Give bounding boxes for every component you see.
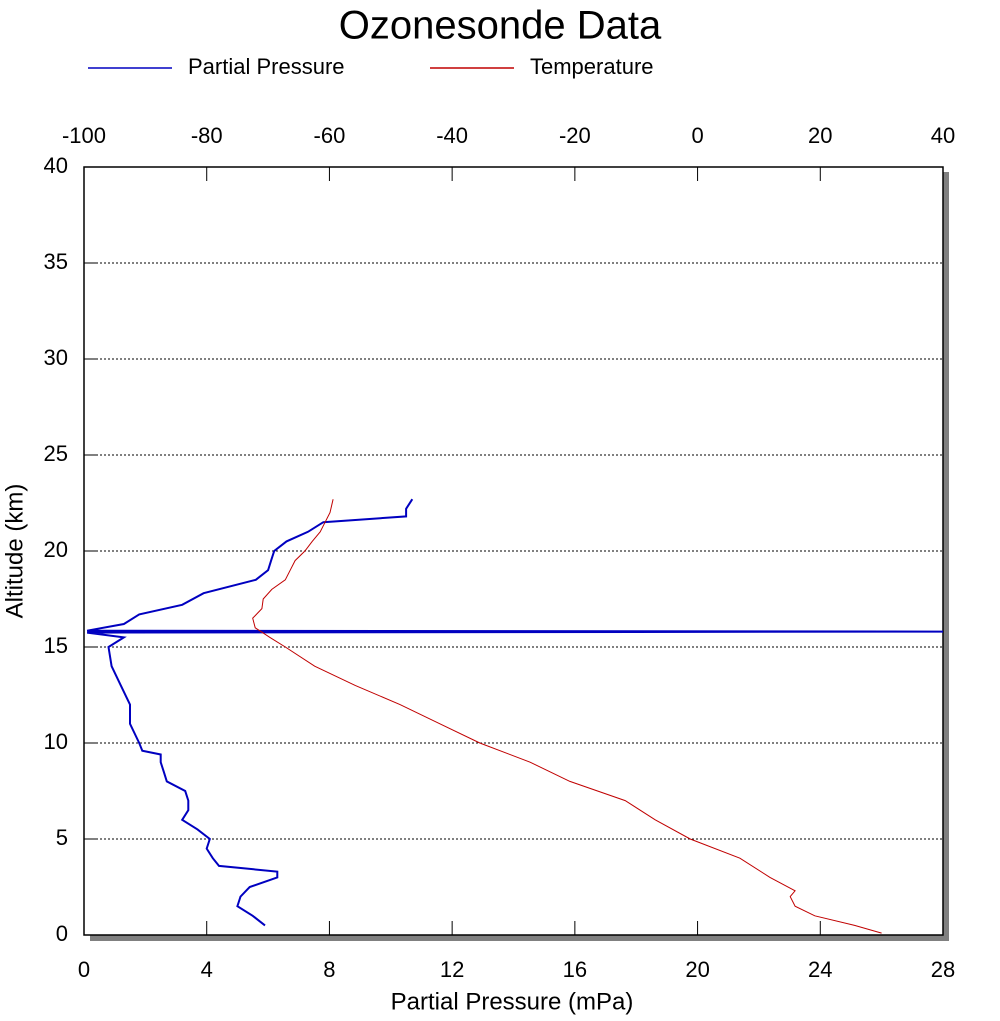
y-tick-label: 5 [56, 825, 68, 850]
x2-tick-label: 20 [808, 123, 832, 148]
x2-tick-label: -80 [191, 123, 223, 148]
data-line [86, 498, 944, 927]
y-axis-label: Altitude (km) [1, 484, 28, 619]
x2-tick-label: -40 [436, 123, 468, 148]
x-tick-label: 16 [563, 957, 587, 982]
y-tick-label: 40 [44, 153, 68, 178]
y-tick-label: 15 [44, 633, 68, 658]
x2-tick-label: 0 [691, 123, 703, 148]
frame-shadow [90, 935, 949, 941]
y-tick-label: 25 [44, 441, 68, 466]
x-tick-label: 24 [808, 957, 832, 982]
chart-title: Ozonesonde Data [339, 4, 662, 48]
y-tick-label: 30 [44, 345, 68, 370]
y-tick-label: 10 [44, 729, 68, 754]
x-tick-label: 12 [440, 957, 464, 982]
legend-label: Temperature [530, 54, 654, 79]
x-tick-label: 20 [685, 957, 709, 982]
legend-label: Partial Pressure [188, 54, 345, 79]
x2-tick-label: -100 [62, 123, 106, 148]
x-axis-label: Partial Pressure (mPa) [391, 988, 634, 1015]
x2-tick-label: -20 [559, 123, 591, 148]
frame-shadow [943, 172, 949, 941]
x-tick-label: 8 [323, 957, 335, 982]
x2-tick-label: 40 [931, 123, 955, 148]
x2-tick-label: -60 [314, 123, 346, 148]
plot-frame [83, 166, 944, 936]
y-tick-label: 35 [44, 249, 68, 274]
data-line [252, 499, 882, 934]
x-tick-label: 0 [78, 957, 90, 982]
x-tick-label: 4 [201, 957, 213, 982]
y-tick-label: 20 [44, 537, 68, 562]
x-tick-label: 28 [931, 957, 955, 982]
y-tick-label: 0 [56, 921, 68, 946]
